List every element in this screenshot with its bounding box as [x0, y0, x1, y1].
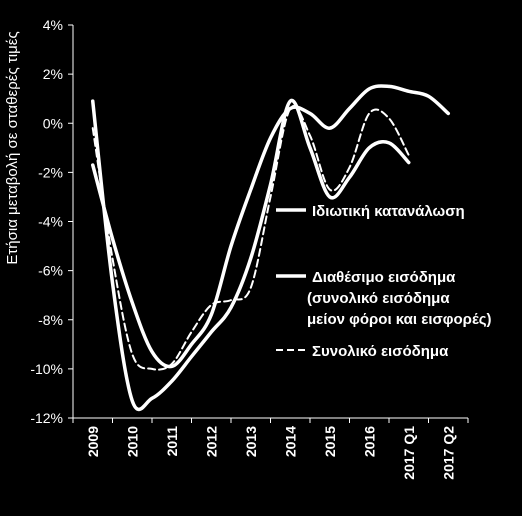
legend-item-1: Ιδιωτική κατανάλωση	[276, 203, 465, 220]
series-lines	[91, 84, 450, 412]
y-tick-label: 2%	[43, 66, 63, 82]
legend-label: μείον φόροι και εισφορές)	[307, 311, 492, 328]
series-line-3	[91, 105, 410, 371]
legend-label: Διαθέσιμο εισόδημα	[312, 269, 456, 286]
x-tick-label: 2009	[85, 426, 101, 457]
x-tick-label: 2017 Q1	[401, 426, 417, 480]
y-tick-label: -6%	[38, 263, 63, 279]
x-tick-label: 2012	[203, 426, 219, 457]
x-tick-label: 2015	[322, 426, 338, 457]
y-axis-title-group: Ετήσια μεταβολή σε σταθερές τιμές	[4, 31, 21, 264]
legend-label: (συνολικό εισόδημα	[307, 290, 450, 307]
y-tick-label: 4%	[43, 17, 63, 33]
series-line-2	[91, 98, 411, 412]
legend-item-3: Συνολικό εισόδημα	[276, 343, 449, 360]
x-tick-label: 2011	[164, 426, 180, 457]
x-tick-label: 2017 Q2	[440, 426, 456, 480]
legend: Ιδιωτική κατανάλωση Διαθέσιμο εισόδημα (συ…	[276, 203, 492, 360]
y-tick-label: -4%	[38, 214, 63, 230]
x-axis-ticks: 2009 2010 2011 2012 2013 2014 2015 2016 2017 Q1 2…	[72, 418, 469, 480]
x-tick-label: 2014	[282, 426, 298, 457]
y-tick-label: -10%	[30, 361, 63, 377]
y-tick-label: -12%	[30, 410, 63, 426]
legend-label: Συνολικό εισόδημα	[312, 343, 449, 360]
y-tick-label: 0%	[43, 115, 63, 131]
y-axis-title: Ετήσια μεταβολή σε σταθερές τιμές	[4, 31, 21, 264]
legend-label: Ιδιωτική κατανάλωση	[312, 203, 465, 220]
y-axis-ticks: -12% -10% -8% -6% -4% -2% 0% 2% 4%	[30, 17, 73, 426]
x-tick-label: 2016	[361, 426, 377, 457]
x-tick-label: 2010	[124, 426, 140, 457]
x-tick-label: 2013	[243, 426, 259, 457]
legend-item-2: Διαθέσιμο εισόδημα (συνολικό εισόδημα μείο…	[276, 269, 492, 328]
y-tick-label: -2%	[38, 164, 63, 180]
series-line-1	[91, 84, 450, 369]
y-tick-label: -8%	[38, 312, 63, 328]
